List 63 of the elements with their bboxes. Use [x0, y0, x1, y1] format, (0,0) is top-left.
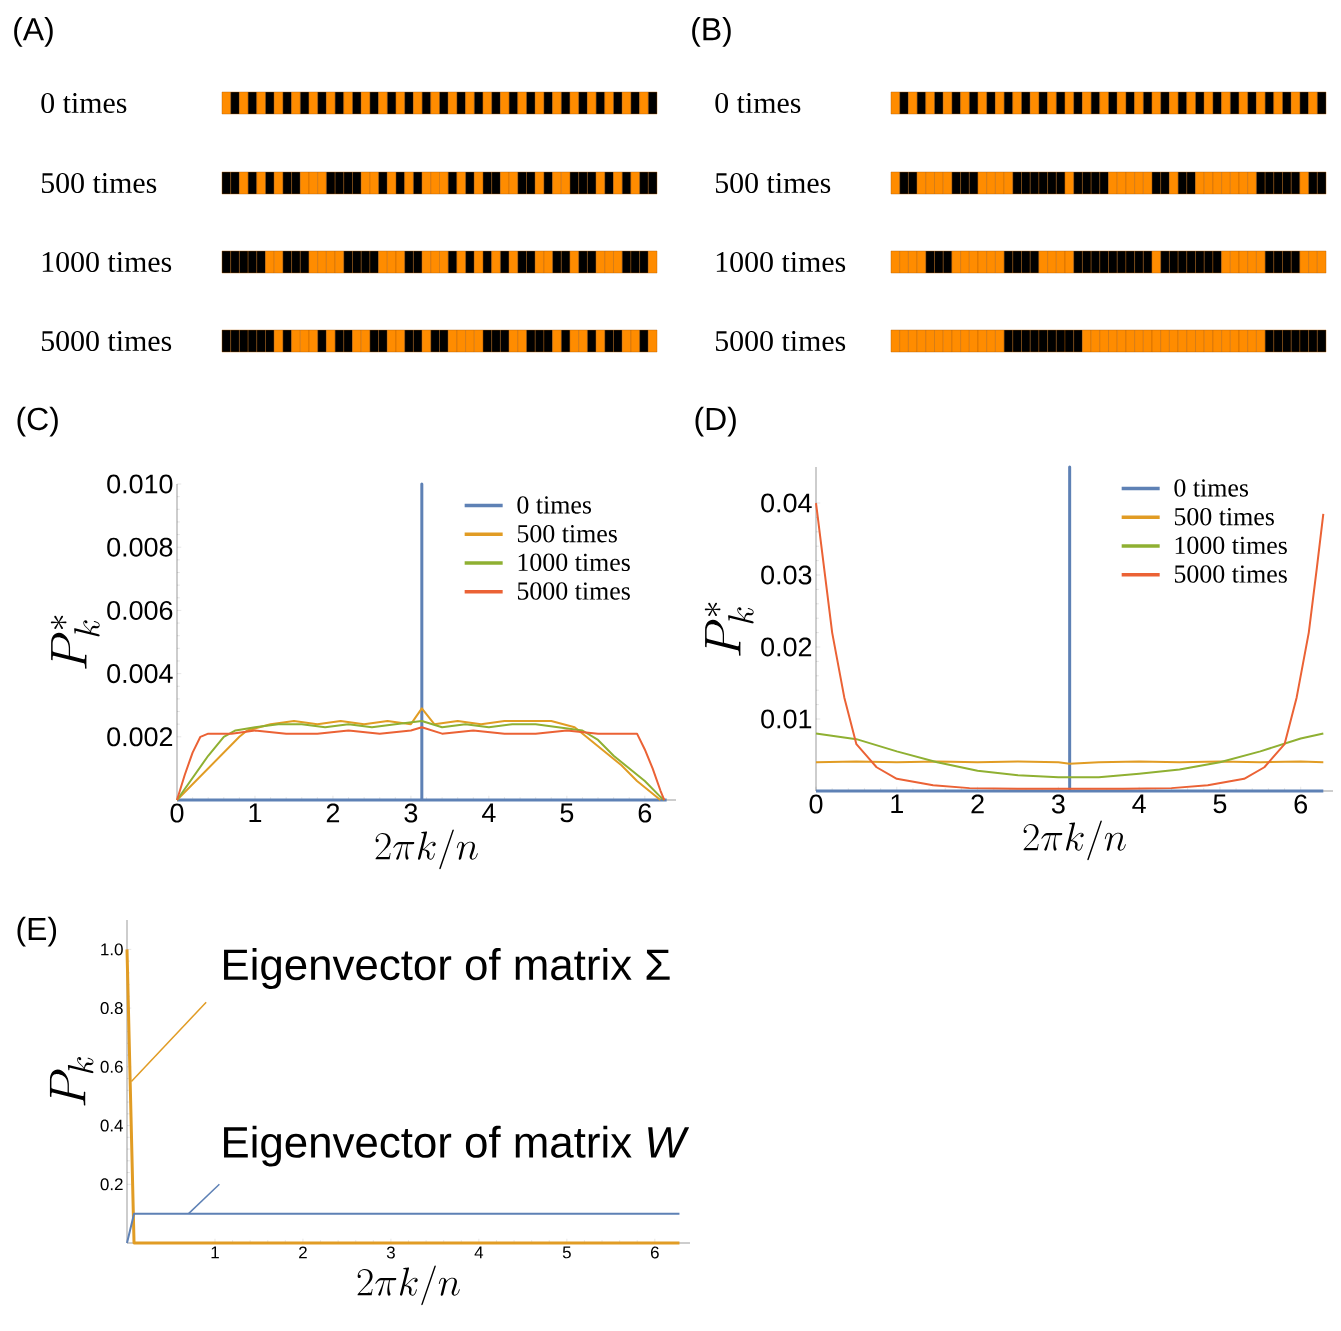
text: 5000 times — [41, 330, 172, 352]
legend-label: 5000 times — [517, 582, 630, 600]
legend-label: 1000 times — [518, 553, 630, 572]
y-tick-label: 0.006 — [107, 600, 173, 620]
x-tick-label: 3 — [1051, 794, 1065, 814]
text: 500 times — [715, 172, 831, 194]
y-tick-label: 0.002 — [107, 727, 173, 747]
y-tick-label: 1.0 — [101, 943, 123, 956]
x-tick-label: 1 — [211, 1246, 219, 1259]
legend-label: 0 times — [1174, 479, 1249, 497]
x-tick-label: 5 — [560, 803, 574, 823]
y-tick-label: 0.6 — [100, 1060, 123, 1073]
x-tick-label: 0 — [170, 803, 184, 823]
x-tick-label: 2 — [326, 803, 340, 823]
x-tick-label: 6 — [638, 803, 652, 823]
text: 0 times — [715, 92, 801, 114]
annotation: Eigenvector of matrix Σ — [224, 948, 670, 989]
y-tick-label: 0.2 — [100, 1178, 123, 1191]
y-axis-title: $P_k$ — [49, 1057, 94, 1106]
x-tick-label: 1 — [891, 794, 903, 814]
x-tick-label: 2 — [971, 794, 984, 814]
chart-title: (E) — [17, 916, 57, 947]
text: 500 times — [41, 172, 157, 194]
x-tick-label: 5 — [1213, 794, 1227, 814]
y-tick-label: 0.01 — [761, 709, 812, 729]
x-tick-label: 3 — [404, 803, 418, 823]
x-tick-label: 3 — [386, 1246, 395, 1259]
legend-label: 1000 times — [1175, 536, 1287, 555]
y-tick-label: 0.008 — [107, 537, 173, 557]
y-tick-label: 0.03 — [761, 565, 812, 585]
text: (A) — [14, 17, 53, 47]
x-tick-label: 1 — [249, 803, 262, 823]
y-tick-label: 0.04 — [761, 493, 812, 513]
x-tick-label: 4 — [474, 1246, 484, 1259]
x-tick-label: 4 — [1132, 794, 1146, 814]
x-axis-title: $2\pi k/n$ — [357, 1265, 460, 1306]
annotation: Eigenvector of matrix W — [224, 1125, 690, 1167]
chart-title: (D) — [695, 406, 736, 437]
y-axis-title: $P_k^*$ — [50, 615, 100, 669]
text: 5000 times — [715, 330, 846, 352]
text: 1000 times — [42, 251, 172, 273]
x-tick-label: 4 — [482, 803, 496, 823]
y-tick-label: 0.02 — [761, 637, 812, 657]
y-tick-label: 0.004 — [107, 664, 173, 684]
y-tick-label: 0.8 — [100, 1002, 123, 1015]
legend-label: 500 times — [517, 524, 617, 543]
text: (B) — [692, 17, 731, 47]
x-axis-title: $2\pi k/n$ — [375, 829, 478, 870]
legend-label: 500 times — [1174, 507, 1274, 526]
x-axis-title: $2\pi k/n$ — [1023, 820, 1126, 861]
x-tick-label: 2 — [299, 1246, 307, 1259]
y-tick-label: 0.4 — [100, 1119, 123, 1132]
y-axis-title: $P_k^*$ — [704, 602, 754, 656]
x-tick-label: 6 — [650, 1246, 659, 1259]
x-tick-label: 6 — [1294, 794, 1307, 814]
text: 1000 times — [716, 251, 846, 273]
y-tick-label: 0.010 — [107, 474, 173, 494]
text: 0 times — [41, 92, 127, 114]
legend-label: 5000 times — [1174, 565, 1287, 583]
chart-title: (C) — [17, 406, 58, 437]
x-tick-label: 0 — [809, 794, 823, 814]
x-tick-label: 5 — [562, 1246, 571, 1259]
legend-label: 0 times — [517, 496, 592, 514]
